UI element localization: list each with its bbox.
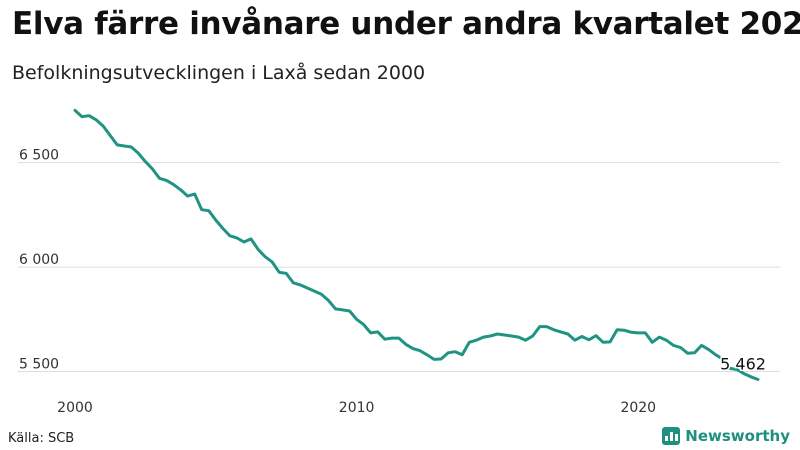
x-tick-label: 2020 (620, 400, 656, 416)
brand-name: Newsworthy (685, 427, 790, 445)
y-tick-label: 6 000 (19, 252, 59, 268)
brand-logo: Newsworthy (662, 427, 790, 445)
y-tick-label: 6 500 (19, 148, 59, 164)
x-tick-label: 2000 (57, 400, 93, 416)
y-axis-ticks: 5 500 6 000 6 500 (19, 148, 59, 373)
chart-title: Elva färre invånare under andra kvartale… (12, 6, 800, 42)
x-axis-ticks: 2000 2010 2020 (57, 400, 656, 416)
chart-subtitle: Befolkningsutvecklingen i Laxå sedan 200… (12, 62, 426, 84)
source-note: Källa: SCB (8, 431, 75, 446)
end-value-label: 5 462 (720, 354, 766, 373)
label-layer: 5 462 (719, 353, 768, 375)
bar-chart-icon (662, 427, 681, 445)
series-line (73, 108, 760, 381)
x-tick-label: 2010 (339, 400, 375, 416)
series-layer (73, 108, 760, 381)
y-tick-label: 5 500 (19, 357, 59, 373)
